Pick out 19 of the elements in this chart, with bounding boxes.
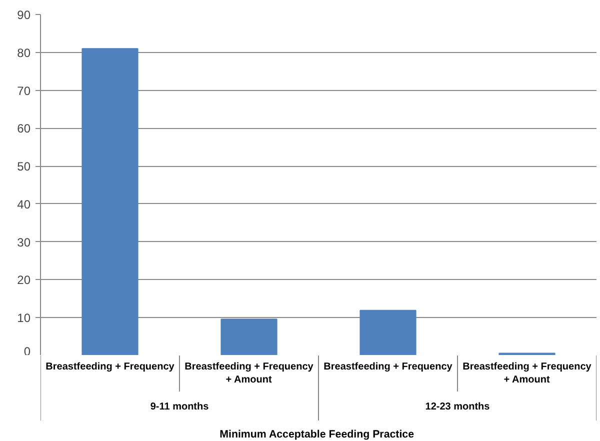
y-tick-label: 90 xyxy=(17,8,31,22)
text: 12-23 months xyxy=(425,402,490,412)
x-tick-label: Breastfeeding + Frequency + Amount xyxy=(462,362,592,386)
x-tick-label: Breastfeeding + Frequency + Amount xyxy=(184,362,314,386)
bar xyxy=(220,318,278,355)
y-tick-label: 70 xyxy=(17,84,31,98)
x-tick-label: Breastfeeding + Frequency xyxy=(324,362,453,372)
x-axis-title: Minimum Acceptable Feeding Practice xyxy=(220,428,414,440)
y-tick-label: 20 xyxy=(17,273,31,288)
y-tick-label: 50 xyxy=(17,160,31,174)
y-tick-label: 60 xyxy=(17,122,31,136)
bar xyxy=(360,310,416,355)
y-tick-label: 10 xyxy=(17,311,31,326)
y-tick-label: 40 xyxy=(17,197,31,212)
x-tick-label: Breastfeeding + Frequency xyxy=(46,362,175,372)
y-tick-label: 80 xyxy=(17,46,31,60)
y-tick-label: 30 xyxy=(17,235,31,250)
text: 9-11 months xyxy=(150,402,210,412)
bar xyxy=(82,48,138,355)
